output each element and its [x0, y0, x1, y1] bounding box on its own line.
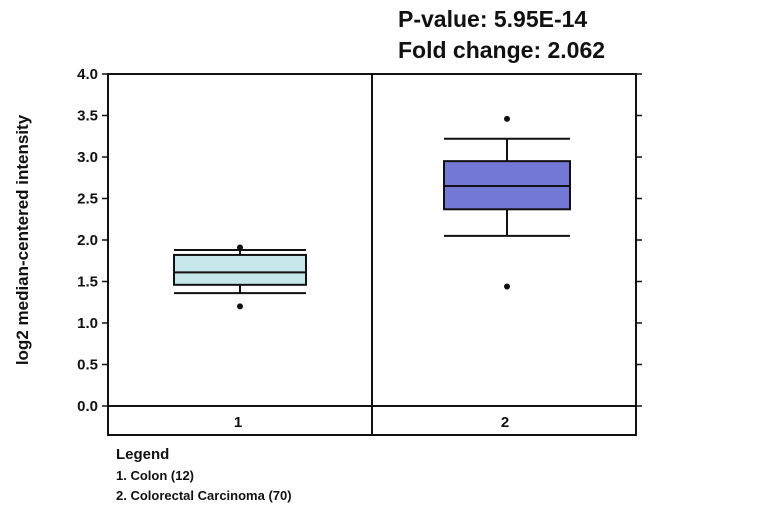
y-tick-label-0: 0.0	[77, 398, 98, 415]
y-tick-label-7: 3.5	[77, 108, 98, 125]
box-1-outlier-0	[237, 303, 243, 310]
x-category-label-2: 2	[501, 414, 509, 431]
y-tick-label-6: 3.0	[77, 149, 98, 166]
legend: Legend 1. Colon (12) 2. Colorectal Carci…	[116, 446, 292, 506]
x-category-label-1: 1	[234, 414, 242, 431]
y-tick-label-2: 1.0	[77, 315, 98, 332]
legend-item-colon: 1. Colon (12)	[116, 468, 195, 483]
y-tick-label-8: 4.0	[77, 66, 98, 83]
y-tick-label-1: 0.5	[77, 357, 98, 374]
p-value-text: P-value: 5.95E-14	[398, 6, 588, 32]
box-1-outlier-1	[237, 244, 243, 251]
legend-item-carcinoma: 2. Colorectal Carcinoma (70)	[116, 488, 292, 503]
box-2-outlier-1	[504, 283, 510, 290]
box-1-body	[173, 253, 307, 286]
box-2-outlier-0	[504, 115, 510, 122]
y-tick-label-3: 1.5	[77, 274, 98, 291]
legend-title: Legend	[116, 446, 170, 463]
y-tick-label-4: 2.0	[77, 232, 98, 249]
fold-change-text: Fold change: 2.062	[398, 37, 606, 63]
y-tick-label-5: 2.5	[77, 191, 98, 208]
